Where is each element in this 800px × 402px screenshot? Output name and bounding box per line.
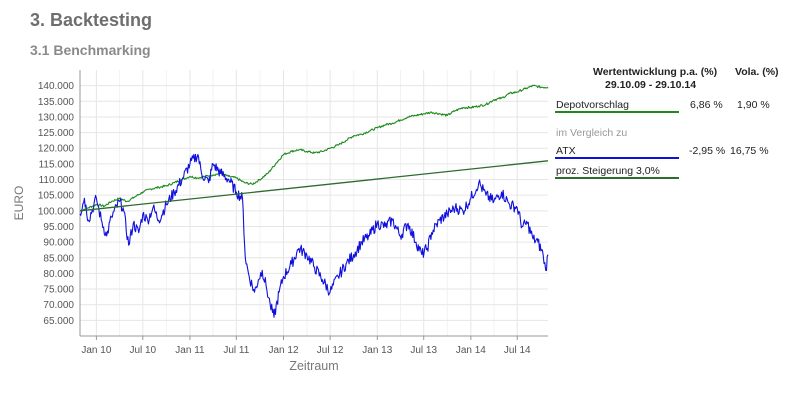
y-tick-label: 95.000 (43, 222, 74, 233)
x-tick-label: Jan 14 (456, 345, 486, 356)
page-title: 3. Backtesting (30, 10, 153, 30)
y-tick-label: 70.000 (43, 300, 74, 311)
vola-column-header: Vola. (%) (735, 66, 779, 78)
x-tick-label: Jan 12 (268, 345, 298, 356)
depot-vola-value: 1,90 % (737, 99, 770, 111)
y-tick-label: 80.000 (43, 269, 74, 280)
series-line-steigerung (79, 160, 549, 212)
legend-atx-label: ATX (556, 145, 576, 157)
y-tick-label: 75.000 (43, 285, 74, 296)
x-tick-label: Jul 13 (410, 345, 437, 356)
y-tick-label: 90.000 (43, 238, 74, 249)
x-tick-label: Jul 12 (317, 345, 344, 356)
y-tick-label: 135.000 (38, 97, 75, 108)
atx-return-value: -2,95 % (689, 145, 726, 157)
y-tick-label: 105.000 (38, 191, 75, 202)
y-tick-label: 65.000 (43, 316, 74, 327)
y-tick-label: 130.000 (38, 112, 75, 123)
x-tick-label: Jul 11 (223, 345, 249, 356)
y-axis-title: EURO (12, 186, 26, 221)
page-subtitle: 3.1 Benchmarking (30, 42, 151, 58)
y-tick-label: 100.000 (38, 206, 75, 217)
y-tick-label: 120.000 (38, 144, 75, 155)
return-column-header: Wertentwicklung p.a. (%) (593, 66, 718, 78)
x-axis-title: Zeitraum (289, 359, 338, 373)
x-tick-label: Jul 10 (129, 345, 156, 356)
x-tick-label: Jan 10 (81, 345, 111, 356)
y-tick-label: 115.000 (39, 159, 75, 170)
y-tick-label: 125.000 (38, 128, 75, 139)
series-line-depot (79, 84, 549, 212)
period-label: 29.10.09 - 29.10.14 (605, 79, 697, 91)
legend-depot-line (555, 111, 679, 113)
legend-depot-label: Depotvorschlag (556, 99, 629, 111)
x-tick-label: Jan 11 (175, 345, 205, 356)
y-tick-label: 140.000 (38, 81, 75, 92)
comparison-label: im Vergleich zu (556, 127, 628, 139)
x-tick-label: Jan 13 (362, 345, 392, 356)
x-tick-label: Jul 14 (504, 345, 531, 356)
depot-return-value: 6,86 % (690, 99, 723, 111)
series-line-atx (79, 153, 549, 318)
legend-atx-line (555, 157, 679, 159)
atx-vola-value: 16,75 % (730, 145, 769, 157)
legend-steigerung-label: proz. Steigerung 3,0% (556, 165, 660, 177)
y-tick-label: 110.000 (39, 175, 75, 186)
legend-steigerung-line (555, 177, 679, 179)
y-tick-label: 85.000 (43, 253, 74, 264)
